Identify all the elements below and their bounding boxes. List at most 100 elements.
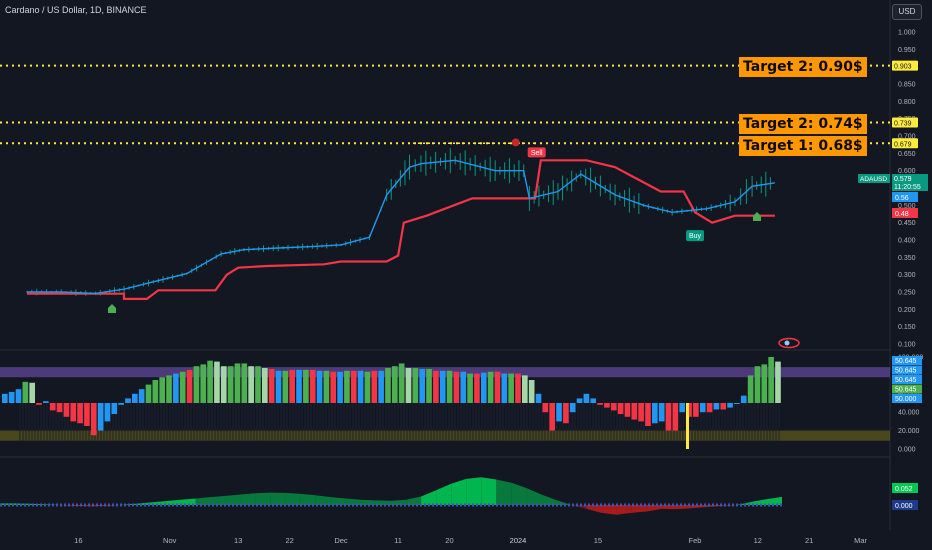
wave-area-segment — [541, 494, 557, 505]
histogram-bar — [248, 366, 254, 403]
indicator-badge-dot — [784, 340, 790, 346]
wave-area-segment — [436, 483, 452, 505]
histogram-bar — [70, 403, 77, 422]
histogram-bar — [610, 403, 617, 411]
histogram-bar — [665, 403, 672, 431]
histogram-bar — [97, 403, 104, 431]
y-tick-label: 0.300 — [898, 272, 916, 279]
osc-y-tick: 0.000 — [898, 447, 916, 454]
histogram-bar — [36, 403, 42, 405]
histogram-bar — [638, 403, 644, 422]
wave-area-segment — [300, 493, 316, 505]
wave-area-segment — [225, 494, 241, 505]
histogram-bar — [686, 403, 692, 417]
oversold-band — [0, 430, 890, 441]
signal-bar — [686, 403, 689, 449]
histogram-bar — [617, 403, 624, 415]
wave-area-segment — [616, 505, 632, 515]
histogram-bar — [549, 403, 556, 431]
histogram-bar — [275, 370, 282, 403]
osc-value-tag — [892, 375, 922, 384]
histogram-bar — [77, 403, 83, 424]
histogram-bar — [63, 403, 70, 417]
histogram-bar — [179, 371, 186, 403]
histogram-bar — [693, 403, 699, 417]
wave-area-segment — [240, 493, 256, 505]
wave-area-segment — [586, 505, 602, 513]
histogram-bar — [480, 372, 487, 403]
histogram-bar — [357, 370, 364, 403]
histogram-bar — [398, 363, 405, 403]
histogram-bar — [597, 403, 603, 405]
histogram-bar — [268, 368, 275, 403]
y-tick-label: 0.650 — [898, 151, 916, 158]
histogram-bar — [90, 403, 97, 436]
currency-button[interactable]: USD — [892, 4, 922, 20]
histogram-bar — [104, 403, 111, 422]
x-tick-label: Mar — [854, 536, 867, 545]
wave-area-segment — [646, 505, 662, 512]
histogram-bar — [282, 370, 289, 403]
histogram-bar — [460, 371, 467, 403]
histogram-bar — [186, 369, 193, 403]
y-tick-label: 0.400 — [898, 238, 916, 245]
histogram-bar — [652, 403, 658, 424]
histogram-bar — [84, 403, 90, 426]
histogram-bar — [604, 403, 610, 408]
osc-value-text: 50.645 — [895, 377, 917, 384]
histogram-bar — [323, 370, 330, 403]
up-arrow-marker — [753, 212, 761, 221]
histogram-bar — [672, 403, 679, 431]
histogram-bar — [556, 403, 562, 422]
histogram-bar — [522, 375, 528, 403]
osc-value-text: 50.645 — [895, 368, 917, 375]
histogram-bar — [501, 373, 508, 403]
histogram-bar — [166, 375, 172, 403]
x-tick-label: 15 — [594, 536, 602, 545]
histogram-bar — [255, 366, 261, 403]
histogram-bar — [542, 403, 549, 413]
osc-value-text: 50.645 — [895, 358, 917, 365]
x-tick-label: Feb — [689, 536, 702, 545]
histogram-bar — [563, 403, 569, 424]
histogram-bar — [385, 368, 391, 403]
y-tick-label: 0.500 — [898, 203, 916, 210]
histogram-bar — [474, 373, 480, 403]
wave-value-text: 0.052 — [895, 486, 913, 493]
histogram-bar — [193, 366, 200, 403]
sell-marker — [511, 138, 520, 147]
y-tick-label: 0.950 — [898, 47, 916, 54]
wave-area-segment — [751, 499, 767, 505]
histogram-bar — [439, 370, 446, 403]
wave-area-segment — [270, 492, 286, 505]
wave-area-segment — [315, 495, 331, 505]
wave-area-segment — [451, 478, 467, 505]
wave-area-segment — [180, 498, 196, 505]
wave-zero-text: 0.000 — [895, 503, 913, 510]
histogram-bar — [56, 403, 63, 413]
target-label-2: Target 2: 0.74$ — [739, 114, 867, 134]
target-label-3: Target 1: 0.68$ — [739, 136, 867, 156]
histogram-bar — [645, 403, 651, 426]
wave-value-tag — [892, 483, 918, 493]
wave-area-segment — [0, 503, 16, 505]
countdown-text: 11:20:55 — [894, 184, 921, 191]
trailing-stop-line — [27, 159, 775, 300]
histogram-bar — [241, 363, 248, 403]
buy-label-text: Buy — [689, 233, 702, 240]
wave-area-segment — [406, 496, 422, 505]
histogram-bar — [43, 401, 49, 403]
histogram-bar — [453, 371, 460, 403]
wave-area-segment — [135, 502, 151, 505]
wave-area-segment — [421, 490, 437, 505]
histogram-bar — [159, 377, 166, 403]
wave-area-segment — [195, 497, 211, 505]
wave-area-segment — [601, 505, 617, 515]
wave-zero-tag — [892, 500, 918, 510]
wave-area-segment — [691, 505, 707, 509]
histogram-bar — [227, 366, 234, 403]
histogram-bar — [761, 364, 768, 403]
target-axis-tag — [892, 117, 918, 128]
histogram-bar — [535, 393, 542, 403]
